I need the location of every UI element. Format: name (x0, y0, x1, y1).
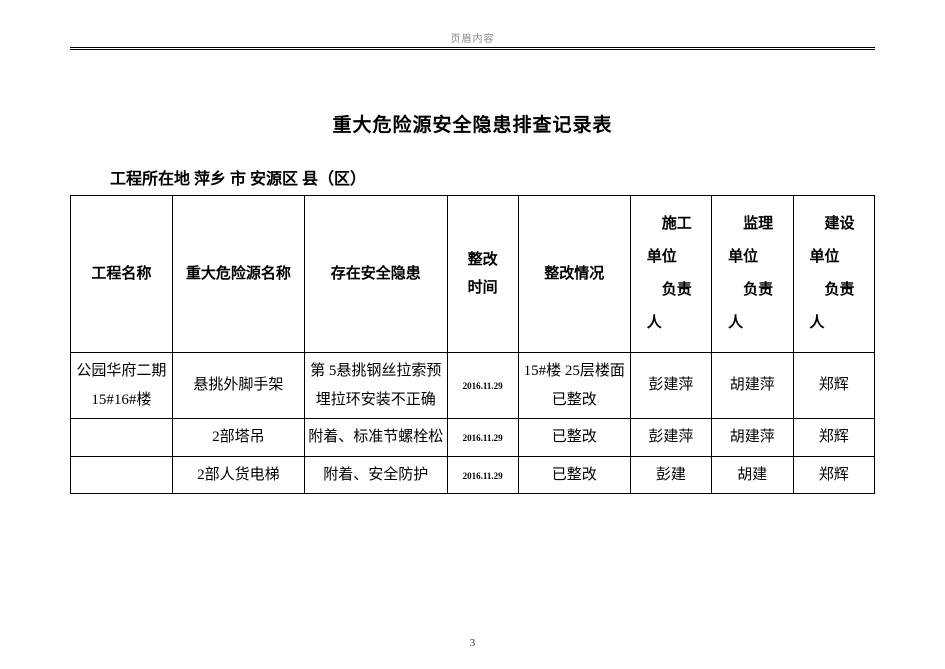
th-rect-time-l2: 时间 (468, 280, 498, 296)
cell-p3: 郑辉 (793, 353, 874, 419)
record-table: 工程名称 重大危险源名称 存在安全隐患 整改 时间 整改情况 施工 单位 负责 … (70, 195, 875, 494)
cell-p3: 郑辉 (793, 419, 874, 457)
cell-time: 2016.11.29 (447, 419, 518, 457)
cell-status: 15#楼 25层楼面已整改 (518, 353, 630, 419)
cell-status: 已整改 (518, 456, 630, 494)
th-rect-time-l1: 整改 (468, 252, 498, 268)
cell-issue: 附着、标准节螺栓松 (305, 419, 447, 457)
cell-project-name (71, 456, 173, 494)
page-number: 3 (0, 637, 945, 649)
cell-p1: 彭建萍 (630, 353, 711, 419)
cell-time: 2016.11.29 (447, 353, 518, 419)
location-line: 工程所在地 萍乡 市 安源区 县（区） (110, 165, 875, 189)
cell-project-name (71, 419, 173, 457)
table-header-row: 工程名称 重大危险源名称 存在安全隐患 整改 时间 整改情况 施工 单位 负责 … (71, 196, 875, 353)
cell-hazard-name: 悬挑外脚手架 (172, 353, 304, 419)
cell-p1: 彭建 (630, 456, 711, 494)
th-hazard-name: 重大危险源名称 (172, 196, 304, 353)
cell-issue: 附着、安全防护 (305, 456, 447, 494)
cell-p2: 胡建萍 (712, 419, 793, 457)
th-construction-owner: 施工 单位 负责 人 (630, 196, 711, 353)
cell-time: 2016.11.29 (447, 456, 518, 494)
th-build-owner: 建设 单位 负责 人 (793, 196, 874, 353)
cell-project-name: 公园华府二期15#16#楼 (71, 353, 173, 419)
cell-p2: 胡建 (712, 456, 793, 494)
table-row: 2部人货电梯 附着、安全防护 2016.11.29 已整改 彭建 胡建 郑辉 (71, 456, 875, 494)
cell-p3: 郑辉 (793, 456, 874, 494)
cell-status: 已整改 (518, 419, 630, 457)
page-header-label: 页眉内容 (70, 30, 875, 45)
cell-hazard-name: 2部塔吊 (172, 419, 304, 457)
cell-p2: 胡建萍 (712, 353, 793, 419)
table-row: 公园华府二期15#16#楼 悬挑外脚手架 第 5悬挑钢丝拉索预埋拉环安装不正确 … (71, 353, 875, 419)
th-supervision-owner: 监理 单位 负责 人 (712, 196, 793, 353)
table-row: 2部塔吊 附着、标准节螺栓松 2016.11.29 已整改 彭建萍 胡建萍 郑辉 (71, 419, 875, 457)
cell-hazard-name: 2部人货电梯 (172, 456, 304, 494)
header-rule (70, 47, 875, 50)
th-project-name: 工程名称 (71, 196, 173, 353)
cell-issue: 第 5悬挑钢丝拉索预埋拉环安装不正确 (305, 353, 447, 419)
th-rect-time: 整改 时间 (447, 196, 518, 353)
th-status: 整改情况 (518, 196, 630, 353)
th-issue: 存在安全隐患 (305, 196, 447, 353)
document-title: 重大危险源安全隐患排查记录表 (70, 110, 875, 137)
cell-p1: 彭建萍 (630, 419, 711, 457)
